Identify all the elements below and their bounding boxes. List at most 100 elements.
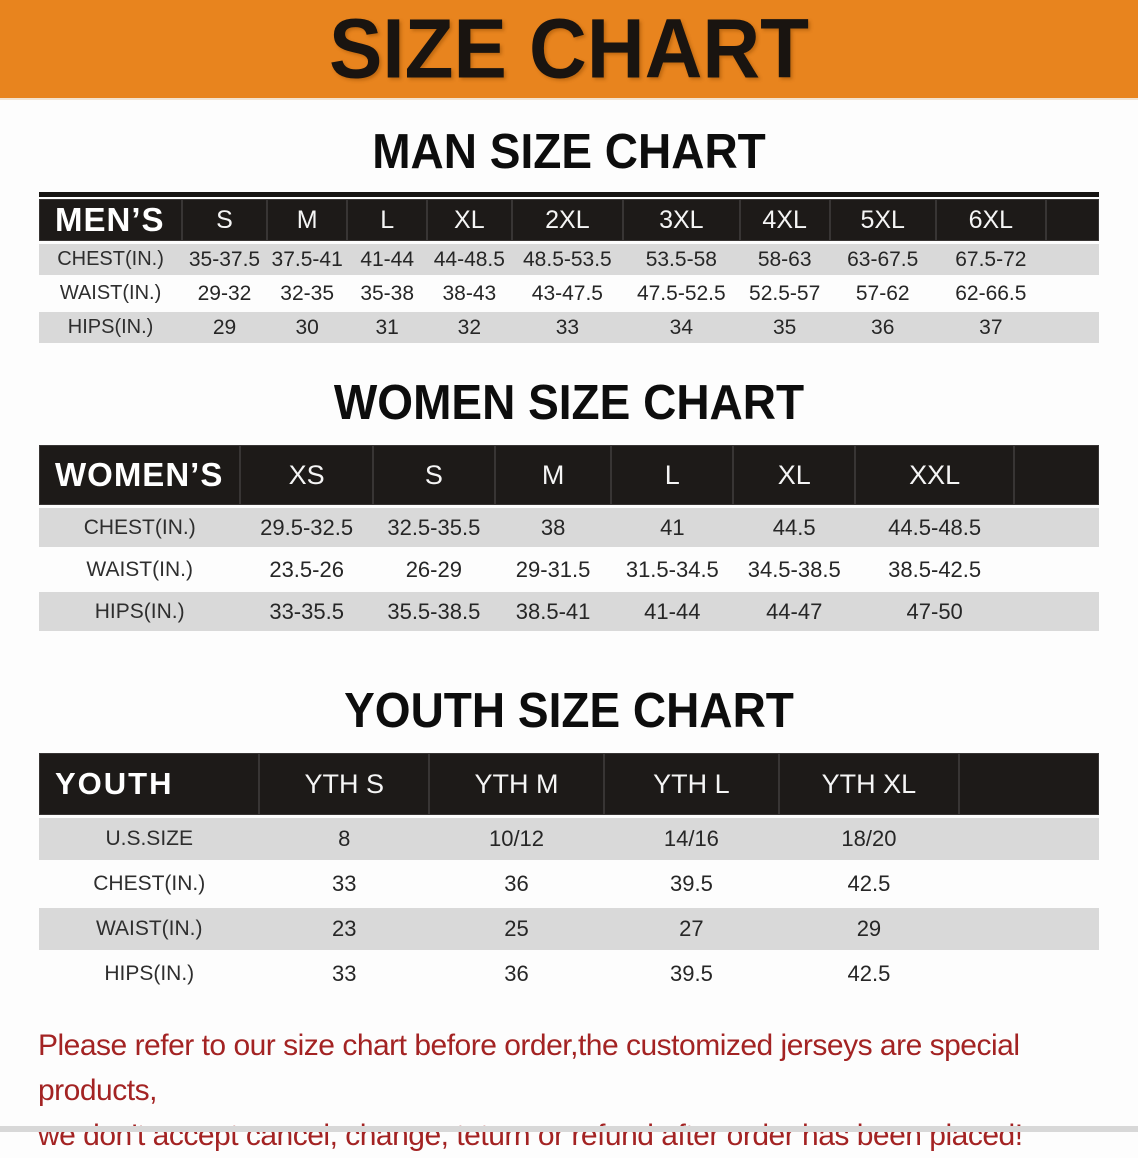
size-cell: 53.5-58 — [623, 241, 740, 275]
row-label: U.S.SIZE — [39, 815, 260, 860]
mens-col-s: S — [182, 199, 267, 241]
mens-table-top-rule — [39, 192, 1099, 197]
size-cell: 48.5-53.5 — [511, 241, 624, 275]
size-cell: 58-63 — [739, 241, 830, 275]
womens-header-row: WOMEN’S XS S M L XL XXL — [39, 445, 1099, 505]
size-cell: 33 — [259, 950, 430, 995]
size-cell: 36 — [429, 860, 604, 905]
size-cell: 37 — [935, 309, 1046, 343]
size-cell: 33-35.5 — [240, 589, 373, 631]
size-cell: 52.5-57 — [739, 275, 830, 309]
womens-size-table: WOMEN’S XS S M L XL XXL CHEST(IN.) 29.5-… — [39, 445, 1099, 631]
row-label: WAIST(IN.) — [39, 547, 241, 589]
mens-col-3xl: 3XL — [623, 199, 740, 241]
size-cell: 34 — [623, 309, 740, 343]
size-cell: 8 — [259, 815, 430, 860]
mens-size-table: MEN’S S M L XL 2XL 3XL 4XL 5XL 6XL CHEST… — [39, 199, 1099, 343]
size-cell: 44-48.5 — [426, 241, 512, 275]
youth-col-s: YTH S — [259, 753, 430, 815]
banner-title: SIZE CHART — [329, 1, 809, 96]
size-cell: 47.5-52.5 — [623, 275, 740, 309]
womens-corner-label: WOMEN’S — [39, 445, 241, 505]
size-cell: 47-50 — [855, 589, 1015, 631]
disclaimer-line-1: Please refer to our size chart before or… — [38, 1029, 1020, 1107]
size-cell: 25 — [429, 905, 604, 950]
womens-col-s: S — [372, 445, 495, 505]
size-cell: 23.5-26 — [240, 547, 373, 589]
heading-man-size-chart: MAN SIZE CHART — [372, 123, 766, 179]
mens-table-wrap: MEN’S S M L XL 2XL 3XL 4XL 5XL 6XL CHEST… — [39, 192, 1099, 343]
header-spacer — [1045, 199, 1099, 241]
mens-corner-label: MEN’S — [39, 199, 183, 241]
row-spacer — [1014, 547, 1099, 589]
size-cell: 34.5-38.5 — [733, 547, 856, 589]
size-cell: 41-44 — [611, 589, 734, 631]
row-label: CHEST(IN.) — [39, 241, 183, 275]
youth-col-xl: YTH XL — [778, 753, 960, 815]
row-spacer — [959, 815, 1099, 860]
mens-chest-row: CHEST(IN.) 35-37.5 37.5-41 41-44 44-48.5… — [39, 241, 1099, 275]
youth-col-l: YTH L — [603, 753, 779, 815]
size-cell: 57-62 — [829, 275, 936, 309]
row-spacer — [959, 905, 1099, 950]
size-cell: 33 — [259, 860, 430, 905]
mens-col-l: L — [347, 199, 427, 241]
mens-hips-row: HIPS(IN.) 29 30 31 32 33 34 35 36 37 — [39, 309, 1099, 343]
size-cell: 44-47 — [733, 589, 856, 631]
size-cell: 42.5 — [778, 860, 960, 905]
size-cell: 62-66.5 — [935, 275, 1046, 309]
youth-ussize-row: U.S.SIZE 8 10/12 14/16 18/20 — [39, 815, 1099, 860]
size-cell: 27 — [603, 905, 779, 950]
youth-size-table: YOUTH YTH S YTH M YTH L YTH XL U.S.SIZE … — [39, 753, 1099, 995]
size-cell: 32-35 — [266, 275, 348, 309]
mens-col-5xl: 5XL — [829, 199, 936, 241]
row-spacer — [959, 950, 1099, 995]
size-cell: 32.5-35.5 — [372, 505, 495, 547]
size-cell: 36 — [429, 950, 604, 995]
size-cell: 38.5-41 — [494, 589, 612, 631]
womens-col-l: L — [611, 445, 734, 505]
womens-col-xxl: XXL — [855, 445, 1015, 505]
row-spacer — [1045, 275, 1099, 309]
size-cell: 31.5-34.5 — [611, 547, 734, 589]
row-spacer — [959, 860, 1099, 905]
size-cell: 37.5-41 — [266, 241, 348, 275]
mens-col-m: M — [266, 199, 348, 241]
womens-hips-row: HIPS(IN.) 33-35.5 35.5-38.5 38.5-41 41-4… — [39, 589, 1099, 631]
youth-col-m: YTH M — [429, 753, 604, 815]
row-label: CHEST(IN.) — [39, 860, 260, 905]
size-cell: 39.5 — [603, 950, 779, 995]
size-cell: 39.5 — [603, 860, 779, 905]
size-cell: 44.5-48.5 — [855, 505, 1015, 547]
row-label: WAIST(IN.) — [39, 275, 183, 309]
womens-table-wrap: WOMEN’S XS S M L XL XXL CHEST(IN.) 29.5-… — [39, 445, 1099, 631]
row-label: HIPS(IN.) — [39, 589, 241, 631]
row-spacer — [1045, 309, 1099, 343]
size-cell: 41-44 — [347, 241, 427, 275]
size-cell: 43-47.5 — [511, 275, 624, 309]
size-cell: 18/20 — [778, 815, 960, 860]
header-spacer — [959, 753, 1099, 815]
heading-youth-size-chart: YOUTH SIZE CHART — [344, 682, 794, 738]
size-cell: 31 — [347, 309, 427, 343]
row-label: HIPS(IN.) — [39, 309, 183, 343]
size-chart-banner: SIZE CHART — [0, 0, 1138, 100]
youth-table-wrap: YOUTH YTH S YTH M YTH L YTH XL U.S.SIZE … — [39, 753, 1099, 995]
mens-waist-row: WAIST(IN.) 29-32 32-35 35-38 38-43 43-47… — [39, 275, 1099, 309]
mens-col-6xl: 6XL — [935, 199, 1046, 241]
size-cell: 44.5 — [733, 505, 856, 547]
header-spacer — [1014, 445, 1099, 505]
size-cell: 38-43 — [426, 275, 512, 309]
womens-col-xs: XS — [240, 445, 373, 505]
womens-chest-row: CHEST(IN.) 29.5-32.5 32.5-35.5 38 41 44.… — [39, 505, 1099, 547]
size-cell: 38 — [494, 505, 612, 547]
size-cell: 23 — [259, 905, 430, 950]
youth-corner-label: YOUTH — [39, 753, 260, 815]
mens-header-row: MEN’S S M L XL 2XL 3XL 4XL 5XL 6XL — [39, 199, 1099, 241]
size-cell: 29-31.5 — [494, 547, 612, 589]
row-spacer — [1045, 241, 1099, 275]
heading-women-size-chart: WOMEN SIZE CHART — [333, 374, 805, 430]
size-cell: 35-38 — [347, 275, 427, 309]
size-cell: 32 — [426, 309, 512, 343]
size-cell: 63-67.5 — [829, 241, 936, 275]
